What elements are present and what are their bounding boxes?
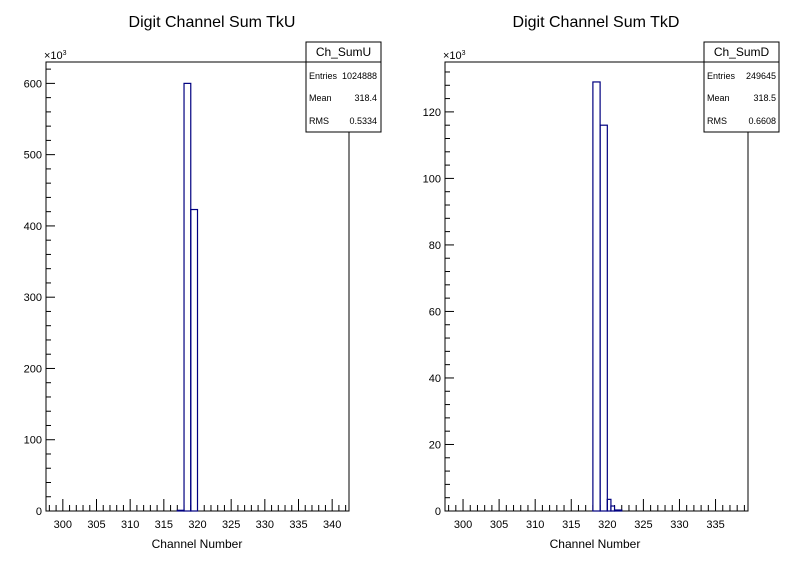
x-tick-label: 335 — [706, 519, 724, 531]
stats-mean-value: 318.5 — [753, 93, 776, 103]
x-tick-label: 335 — [289, 519, 307, 531]
x-tick-label: 320 — [598, 519, 616, 531]
stats-rms-value: 0.6608 — [748, 116, 776, 126]
y-tick-label: 20 — [429, 439, 441, 451]
stats-rms-label: RMS — [309, 116, 329, 126]
plot-frame — [444, 61, 749, 512]
y-tick-label: 0 — [435, 506, 441, 518]
y-tick-label: 200 — [24, 363, 42, 375]
histogram-bin — [613, 509, 623, 512]
stats-entries-label: Entries — [309, 71, 338, 81]
stats-mean-label: Mean — [309, 93, 332, 103]
y-tick-label: 120 — [423, 107, 441, 119]
plot-area: 300 305 310 315 320 325 330 335 0 20 40 60 80 100 120 — [423, 61, 749, 531]
x-tick-label: 325 — [634, 519, 652, 531]
y-tick-label: 80 — [429, 240, 441, 252]
x-tick-label: 310 — [526, 519, 544, 531]
stats-entries-label: Entries — [707, 71, 736, 81]
stats-rms-label: RMS — [707, 116, 727, 126]
y-tick-label: 100 — [24, 435, 42, 447]
stats-mean-label: Mean — [707, 93, 730, 103]
histogram-bin — [183, 82, 192, 512]
y-exponent-label: ×103 — [44, 50, 67, 62]
x-tick-label: 305 — [87, 519, 105, 531]
histogram-bin — [190, 208, 199, 512]
stats-box-name: Ch_SumU — [316, 45, 371, 59]
stats-entries-value: 249645 — [746, 71, 776, 81]
x-axis-label: Channel Number — [550, 537, 641, 551]
histogram-bin — [176, 509, 185, 512]
histogram-panel-tkd: Digit Channel Sum TkD ×103 300 305 310 315 3… — [423, 14, 780, 551]
stats-entries-value: 1024888 — [342, 71, 377, 81]
y-exponent-power: 3 — [462, 50, 466, 57]
x-tick-label: 320 — [188, 519, 206, 531]
stats-mean-value: 318.4 — [354, 93, 377, 103]
histogram-bin — [610, 505, 616, 512]
stats-box: Ch_SumU Entries 1024888 Mean 318.4 RMS 0… — [305, 41, 382, 133]
y-tick-label: 100 — [423, 173, 441, 185]
y-tick-label: 0 — [36, 506, 42, 518]
stats-box-name: Ch_SumD — [714, 45, 770, 59]
chart-title: Digit Channel Sum TkD — [513, 14, 680, 31]
stats-box: Ch_SumD Entries 249645 Mean 318.5 RMS 0.… — [703, 41, 780, 133]
y-tick-label: 40 — [429, 373, 441, 385]
y-exponent-base: ×10 — [443, 50, 462, 62]
x-tick-label: 300 — [454, 519, 472, 531]
y-tick-label: 60 — [429, 306, 441, 318]
x-tick-label: 310 — [121, 519, 139, 531]
histogram-bin — [599, 124, 608, 512]
histogram-bin — [592, 81, 601, 512]
y-exponent-base: ×10 — [44, 50, 63, 62]
x-tick-label: 330 — [256, 519, 274, 531]
x-tick-label: 300 — [54, 519, 72, 531]
x-tick-label: 340 — [323, 519, 341, 531]
y-exponent-power: 3 — [63, 50, 67, 57]
y-tick-label: 300 — [24, 292, 42, 304]
stats-rms-value: 0.5334 — [349, 116, 377, 126]
histogram-panel-tku: Digit Channel Sum TkU ×103 300 305 310 315 3… — [24, 14, 382, 551]
histogram-bin — [606, 498, 612, 512]
x-tick-label: 315 — [562, 519, 580, 531]
y-tick-label: 400 — [24, 221, 42, 233]
x-tick-label: 305 — [490, 519, 508, 531]
x-tick-label: 315 — [155, 519, 173, 531]
y-exponent-label: ×103 — [443, 50, 466, 62]
y-tick-label: 500 — [24, 150, 42, 162]
x-tick-label: 330 — [670, 519, 688, 531]
x-axis-label: Channel Number — [152, 537, 243, 551]
chart-title: Digit Channel Sum TkU — [129, 14, 296, 31]
plot-area: 300 305 310 315 320 325 330 335 340 0 100 200 300 400… — [24, 61, 350, 531]
y-tick-label: 600 — [24, 78, 42, 90]
x-tick-label: 325 — [222, 519, 240, 531]
